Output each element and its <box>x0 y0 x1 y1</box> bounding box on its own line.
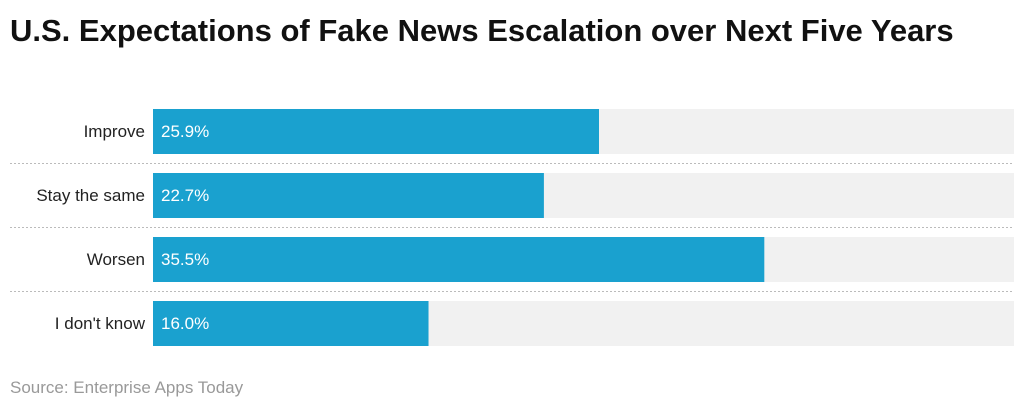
value-label: 25.9% <box>161 122 209 141</box>
category-label: Worsen <box>87 250 145 269</box>
value-label: 22.7% <box>161 186 209 205</box>
bar <box>153 237 765 282</box>
value-label: 35.5% <box>161 250 209 269</box>
bar <box>153 173 544 218</box>
category-label: Stay the same <box>36 186 145 205</box>
category-label: I don't know <box>55 314 146 333</box>
bar <box>153 301 429 346</box>
category-label: Improve <box>84 122 145 141</box>
chart-title: U.S. Expectations of Fake News Escalatio… <box>10 13 954 48</box>
source: Source: Enterprise Apps Today <box>10 378 244 397</box>
bar <box>153 109 599 154</box>
value-label: 16.0% <box>161 314 209 333</box>
